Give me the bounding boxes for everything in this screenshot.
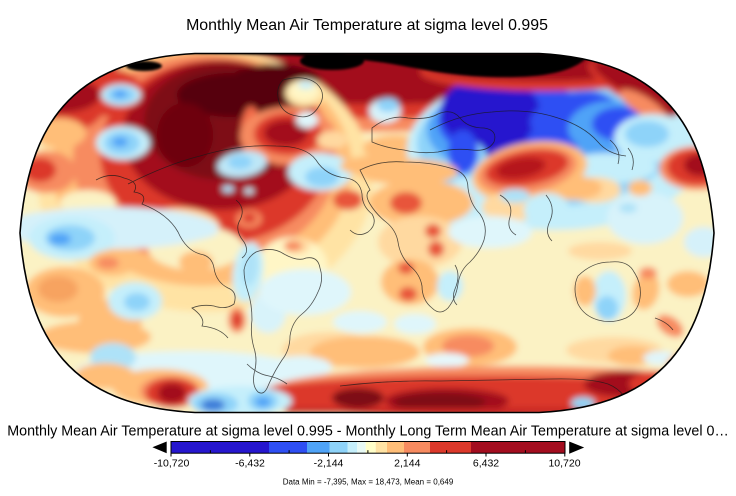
svg-text:Monthly Mean Air Temperature a: Monthly Mean Air Temperature at sigma le… <box>7 424 729 440</box>
svg-text:-2,144: -2,144 <box>314 458 344 470</box>
svg-text:2,144: 2,144 <box>394 458 420 470</box>
svg-text:10,720: 10,720 <box>548 458 580 470</box>
svg-text:6,432: 6,432 <box>473 458 499 470</box>
svg-text:-6,432: -6,432 <box>235 458 265 470</box>
svg-text:Monthly Mean Air Temperature a: Monthly Mean Air Temperature at sigma le… <box>186 17 548 34</box>
svg-text:Data Min = -7,395, Max = 18,47: Data Min = -7,395, Max = 18,473, Mean = … <box>283 478 454 487</box>
svg-text:-10,720: -10,720 <box>154 458 190 470</box>
